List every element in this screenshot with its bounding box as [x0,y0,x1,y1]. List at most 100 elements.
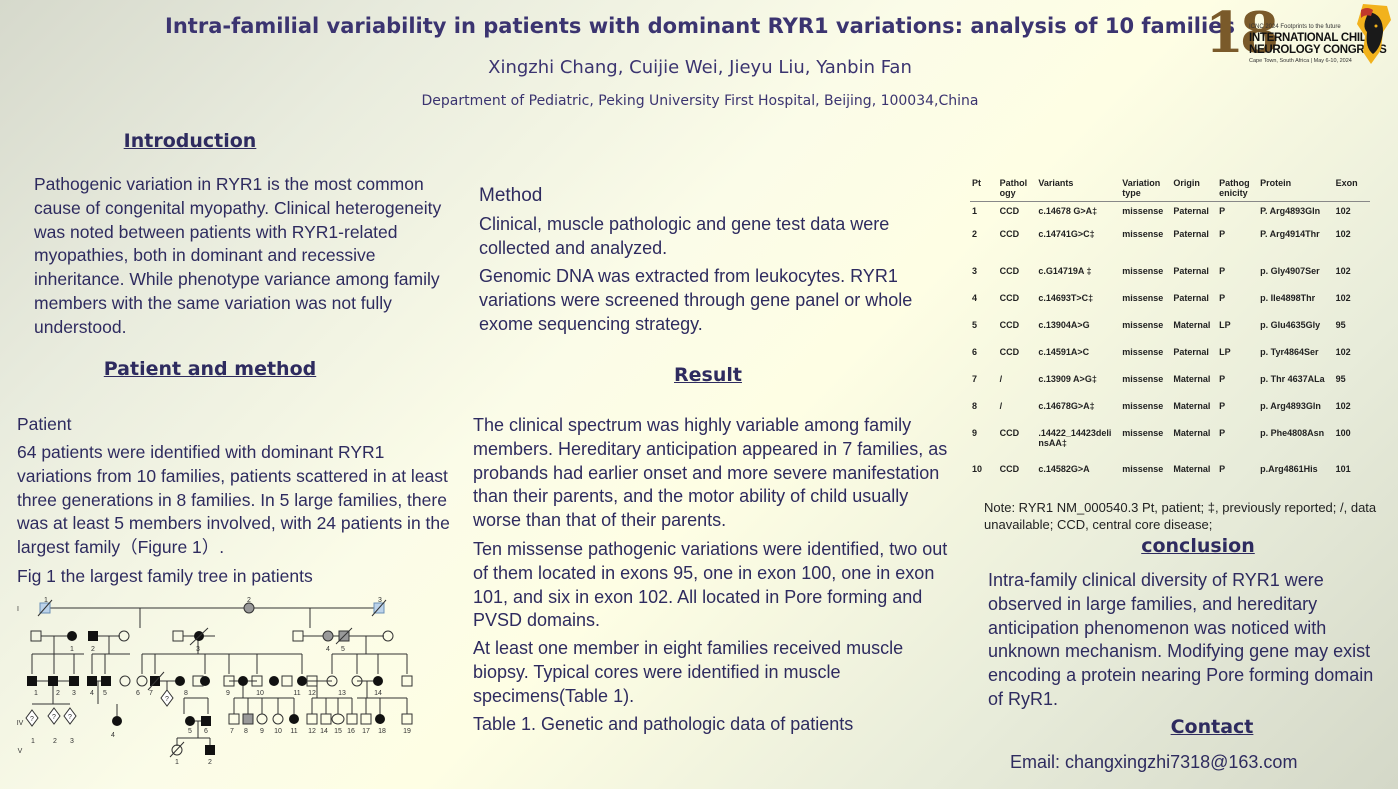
pedigree-id-label: 8 [244,728,248,735]
pedigree-id-label: 3 [70,738,74,745]
table-cell: CCD [999,265,1020,276]
table-row: 1 CCD c.14678 G>A‡ missense Paternal P P. Arg4… [970,202,1370,229]
table-cell: 100 [1335,427,1351,438]
table-cell: Maternal [1173,373,1211,384]
table-cell: missense [1122,463,1164,474]
pedigree-id-label: 7 [230,728,234,735]
conclusion-text: Intra-family clinical diversity of RYR1 … [988,570,1374,709]
pedigree-id-label: 1 [34,690,38,697]
table-cell: 8 [972,400,978,411]
pedigree-id-label: 5 [188,728,192,735]
pedigree-id-label: 9 [260,728,264,735]
pedigree-id-label: 14 [320,728,328,735]
table-cell: P. Arg4914Thr [1260,228,1320,239]
table-cell: p. Gly4907Ser [1260,265,1320,276]
generation-label: IV [17,720,24,727]
method-heading: Method [479,185,543,206]
pedigree-id-label: 2 [247,597,251,604]
table-cell: c.14741G>C‡ [1038,228,1095,239]
table-cell: 102 [1335,206,1351,216]
table-note: Note: RYR1 NM_000540.3 Pt, patient; ‡, p… [984,500,1377,532]
method-paragraph-1: Clinical, muscle pathologic and gene tes… [479,214,890,258]
table-cell: p. Thr 4637ALa [1260,373,1325,384]
table-cell: 101 [1335,463,1351,474]
pedigree-id-label: 2 [53,738,57,745]
table-cell: Maternal [1173,319,1211,330]
pedigree-id-label: 12 [308,690,316,697]
result-heading: Result [674,364,742,386]
table-header-cell: Protein [1258,178,1334,202]
table-cell: c.14678 G>A‡ [1038,206,1098,216]
africa-head-icon [1357,4,1391,64]
table-header-cell: Pathol ogy [997,178,1037,202]
table-cell: CCD [999,427,1020,438]
table-cell: 4 [972,292,978,303]
table-cell: CCD [999,292,1020,303]
table-cell: p. Tyr4864Ser [1260,346,1319,357]
diamond-mark: ? [30,716,34,723]
table-cell: 95 [1335,319,1346,330]
table-cell: CCD [999,228,1020,239]
table-cell: missense [1122,427,1164,438]
table-cell: Maternal [1173,463,1211,474]
table-cell: 102 [1335,400,1351,411]
genetic-table-container: Pt Pathol ogy Variants Variation type Origin… [970,178,1370,484]
table-cell: p. Glu4635Gly [1260,319,1321,330]
result-paragraph-3: At least one member in eight families re… [473,638,904,706]
table-cell: 102 [1335,292,1351,303]
table-cell: missense [1122,373,1164,384]
table-cell: p. Phe4808Asn [1260,427,1325,438]
pedigree-id-label: 3 [196,646,200,653]
table-cell: 1 [972,206,978,216]
table-cell: .14422_14423deli nsAA‡ [1038,427,1112,448]
table-cell: p. Arg4893Gln [1260,400,1321,411]
table-cell: 7 [972,373,978,384]
table-cell: Paternal [1173,228,1209,239]
table-caption: Table 1. Genetic and pathologic data of … [473,714,854,734]
table-cell: Paternal [1173,265,1209,276]
table-cell: missense [1122,228,1164,239]
diamond-mark: ? [52,714,56,721]
table-cell: missense [1122,292,1164,303]
pedigree-id-label: 5 [341,646,345,653]
table-cell: LP [1219,319,1231,330]
pedigree-id-label: 6 [136,690,140,697]
pedigree-id-label: 19 [403,728,411,735]
table-cell: P. Arg4893Gln [1260,206,1321,216]
table-header-row: Pt Pathol ogy Variants Variation type Origin… [970,178,1370,202]
introduction-text: Pathogenic variation in RYR1 is the most… [34,174,442,337]
method-paragraph-2: Genomic DNA was extracted from leukocyte… [479,266,913,334]
figure-caption: Fig 1 the largest family tree in patient… [17,566,313,586]
table-header-cell: Origin [1171,178,1218,202]
table-cell: P [1219,373,1226,384]
pedigree-id-label: 11 [293,690,300,697]
pedigree-id-label: 4 [111,732,115,739]
table-cell: c.14678G>A‡ [1038,400,1095,411]
table-cell: / [999,373,1003,384]
table-cell: c.13904A>G [1038,319,1090,330]
contact-heading: Contact [1170,716,1254,738]
diamond-mark: ? [165,696,169,703]
pedigree-id-label: 1 [31,738,35,745]
table-cell: missense [1122,206,1164,216]
table-cell: Paternal [1173,292,1209,303]
table-cell: missense [1122,346,1164,357]
table-header-cell: Variation type [1120,178,1172,202]
pedigree-id-label: 5 [103,690,107,697]
contact-email: Email: changxingzhi7318@163.com [1010,752,1298,772]
logo-line1: INTERNATIONAL CHILD [1249,32,1375,44]
pedigree-id-label: 18 [378,728,386,735]
pedigree-id-label: 4 [326,646,330,653]
result-paragraph-1: The clinical spectrum was highly variabl… [473,415,948,531]
table-cell: missense [1122,265,1164,276]
table-cell: P [1219,265,1226,276]
table-cell: P [1219,463,1226,474]
pedigree-id-label: 1 [70,646,74,653]
table-cell: / [999,400,1003,411]
pedigree-id-label: 7 [149,690,153,697]
pedigree-id-label: 15 [334,728,342,735]
